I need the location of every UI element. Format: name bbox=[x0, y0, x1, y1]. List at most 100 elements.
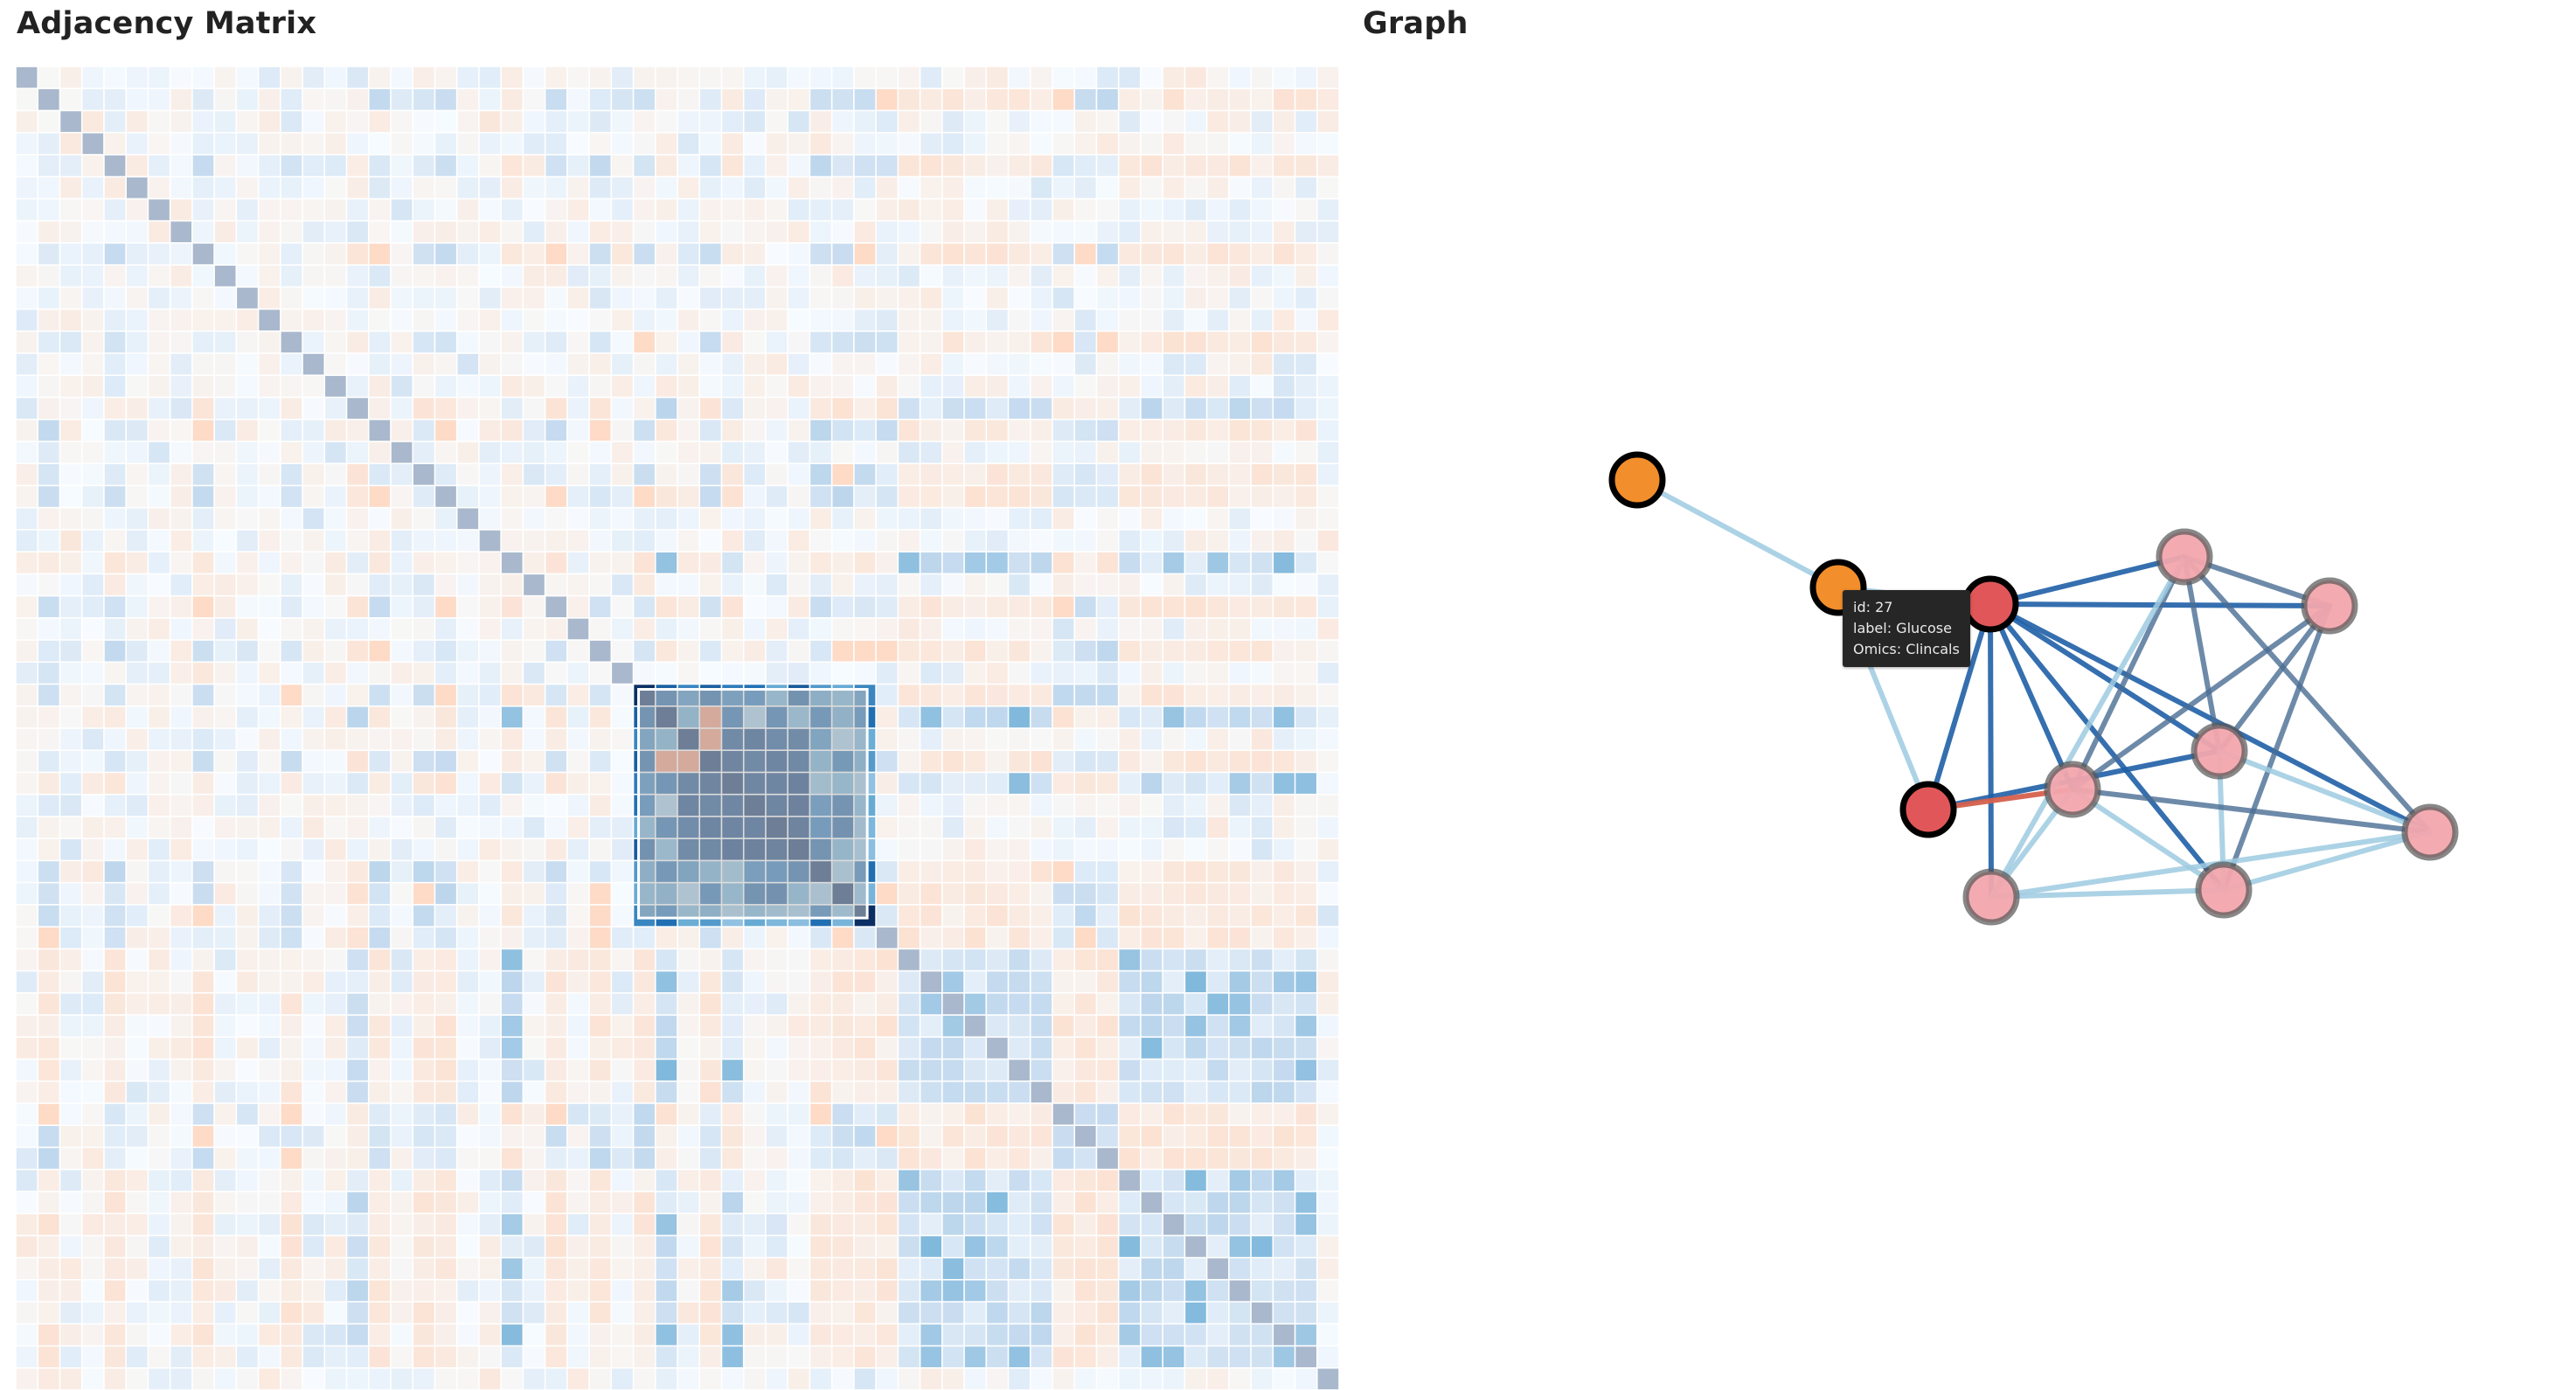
matrix-cell bbox=[302, 199, 324, 220]
matrix-cell bbox=[876, 1103, 898, 1125]
matrix-cell bbox=[677, 1038, 699, 1059]
matrix-cell bbox=[1229, 552, 1251, 573]
matrix-cell bbox=[237, 1192, 258, 1213]
matrix-cell bbox=[16, 89, 38, 110]
matrix-cell bbox=[391, 464, 413, 485]
matrix-cell bbox=[788, 1015, 809, 1037]
matrix-cell bbox=[656, 927, 677, 949]
matrix-cell bbox=[82, 508, 104, 530]
graph-node[interactable] bbox=[1608, 451, 1666, 509]
matrix-cell bbox=[126, 1258, 148, 1280]
matrix-cell bbox=[237, 949, 258, 970]
matrix-cell bbox=[876, 552, 898, 573]
matrix-cell bbox=[920, 66, 941, 88]
matrix-cell bbox=[126, 927, 148, 949]
matrix-cell bbox=[1295, 111, 1316, 132]
matrix-cell bbox=[126, 1192, 148, 1213]
matrix-cell bbox=[722, 243, 743, 265]
matrix-cell bbox=[60, 596, 81, 618]
matrix-cell bbox=[501, 993, 523, 1015]
matrix-cell bbox=[656, 530, 677, 552]
matrix-cell bbox=[170, 1302, 192, 1324]
graph-node[interactable] bbox=[2044, 761, 2101, 818]
graph-node[interactable] bbox=[1899, 781, 1957, 838]
graph-node[interactable] bbox=[2301, 577, 2358, 635]
matrix-cell bbox=[1317, 111, 1339, 132]
matrix-cell bbox=[192, 243, 214, 265]
matrix-cell bbox=[854, 1280, 876, 1302]
matrix-cell bbox=[237, 1170, 258, 1192]
matrix-cell bbox=[1295, 1368, 1316, 1390]
matrix-cell bbox=[788, 486, 809, 507]
matrix-cell bbox=[722, 420, 743, 441]
matrix-cell bbox=[16, 155, 38, 177]
matrix-cell bbox=[1274, 331, 1295, 353]
matrix-cell bbox=[1229, 331, 1251, 353]
matrix-cell bbox=[16, 353, 38, 375]
matrix-cell bbox=[457, 1170, 479, 1192]
matrix-cell bbox=[766, 1324, 788, 1345]
matrix-cell bbox=[479, 1126, 501, 1147]
matrix-cell bbox=[170, 1015, 192, 1037]
matrix-cell bbox=[347, 66, 368, 88]
graph-edge bbox=[1988, 601, 2433, 835]
matrix-cell bbox=[457, 398, 479, 419]
matrix-cell bbox=[60, 66, 81, 88]
matrix-cell bbox=[38, 1324, 59, 1345]
graph-node[interactable] bbox=[2195, 861, 2253, 919]
matrix-cell bbox=[722, 353, 743, 375]
matrix-cell bbox=[170, 66, 192, 88]
matrix-cell bbox=[854, 949, 876, 970]
matrix-cell bbox=[876, 177, 898, 198]
matrix-cell bbox=[1274, 838, 1295, 860]
matrix-cell bbox=[413, 905, 434, 927]
matrix-cell bbox=[589, 1081, 611, 1103]
matrix-cell bbox=[744, 1368, 766, 1390]
matrix-cell bbox=[60, 1192, 81, 1213]
matrix-cell bbox=[766, 331, 788, 353]
matrix-cell bbox=[104, 1346, 126, 1367]
matrix-cell bbox=[567, 1368, 589, 1390]
matrix-cell bbox=[457, 1280, 479, 1302]
matrix-cell bbox=[347, 574, 368, 595]
matrix-cell bbox=[325, 728, 346, 750]
matrix-cell bbox=[766, 309, 788, 330]
matrix-cell bbox=[1163, 927, 1184, 949]
matrix-cell bbox=[259, 1015, 280, 1037]
matrix-cell bbox=[192, 706, 214, 728]
matrix-cell bbox=[964, 773, 986, 794]
matrix-cell bbox=[920, 795, 941, 817]
matrix-cell bbox=[744, 1280, 766, 1302]
matrix-cell bbox=[700, 618, 721, 640]
matrix-cell bbox=[612, 795, 633, 817]
matrix-cell bbox=[369, 971, 391, 992]
matrix-cell bbox=[457, 861, 479, 882]
matrix-cell bbox=[1317, 1368, 1339, 1390]
matrix-cell bbox=[325, 331, 346, 353]
matrix-cell bbox=[325, 1280, 346, 1302]
matrix-cell bbox=[259, 1213, 280, 1235]
matrix-cell bbox=[634, 1368, 655, 1390]
matrix-cell bbox=[1075, 1368, 1096, 1390]
matrix-cell bbox=[16, 861, 38, 882]
graph-node[interactable] bbox=[2156, 528, 2213, 586]
matrix-cell bbox=[987, 288, 1008, 309]
matrix-cell bbox=[391, 1258, 413, 1280]
matrix-cell bbox=[1141, 1236, 1163, 1257]
graph-node[interactable] bbox=[1962, 868, 2020, 926]
matrix-cell bbox=[82, 1258, 104, 1280]
matrix-cell bbox=[899, 1346, 920, 1367]
matrix-cell bbox=[170, 464, 192, 485]
matrix-cell bbox=[810, 1192, 831, 1213]
graph-node[interactable] bbox=[1962, 575, 2019, 633]
graph-node[interactable] bbox=[2191, 722, 2248, 780]
graph-node[interactable] bbox=[2401, 803, 2459, 861]
matrix-cell bbox=[1251, 288, 1273, 309]
matrix-cell bbox=[214, 420, 236, 441]
matrix-cell bbox=[942, 1015, 964, 1037]
matrix-cell bbox=[1274, 221, 1295, 243]
matrix-cell bbox=[126, 376, 148, 397]
matrix-cell bbox=[788, 1081, 809, 1103]
adjacency-matrix-heatmap[interactable] bbox=[16, 66, 1339, 1390]
network-graph[interactable] bbox=[1364, 66, 2576, 1387]
